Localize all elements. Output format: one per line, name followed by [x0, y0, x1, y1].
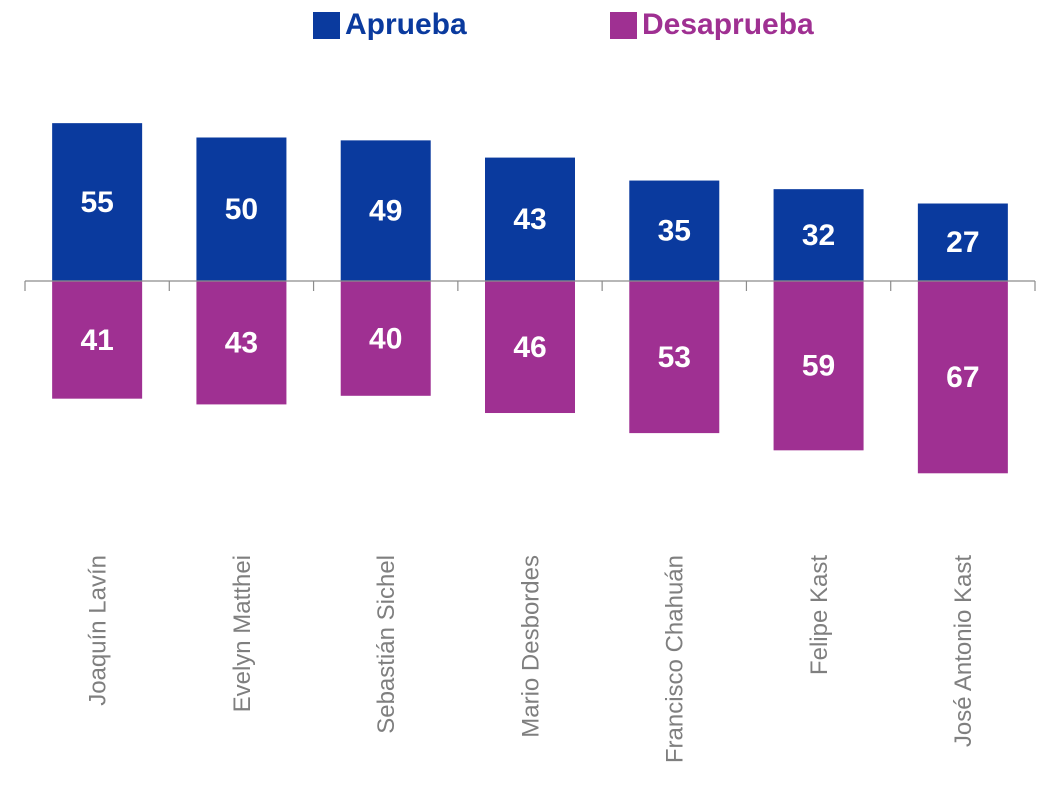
bar: [52, 281, 143, 399]
bar: [340, 140, 431, 281]
x-tick-label: Sebastián Sichel: [373, 555, 400, 734]
value-label: 32: [802, 219, 835, 252]
bar: [773, 189, 864, 281]
x-tick-label: Felipe Kast: [806, 555, 833, 675]
value-label: 67: [946, 361, 979, 394]
x-tick-label: José Antonio Kast: [950, 555, 977, 747]
value-label: 50: [225, 193, 258, 226]
bar: [917, 281, 1008, 474]
value-label: 43: [513, 203, 546, 236]
x-tick-label: Mario Desbordes: [517, 555, 544, 738]
value-label: 41: [80, 324, 113, 357]
value-label: 40: [369, 322, 402, 355]
bar: [340, 281, 431, 396]
bar: [52, 123, 143, 282]
legend-label: Aprueba: [345, 8, 467, 41]
bar: [485, 281, 575, 414]
value-label: 55: [80, 186, 113, 219]
value-label: 46: [513, 331, 546, 364]
legend-label: Desaprueba: [642, 8, 814, 41]
x-tick-label: Joaquín Lavín: [84, 555, 111, 706]
value-label: 49: [369, 195, 402, 228]
bar: [196, 281, 287, 405]
bar: [917, 203, 1008, 281]
legend-swatch: [610, 12, 637, 39]
value-label: 27: [946, 226, 979, 259]
bar: [196, 137, 287, 281]
bar: [773, 281, 864, 451]
value-label: 35: [658, 215, 691, 248]
value-label: 53: [658, 341, 691, 374]
value-label: 59: [802, 350, 835, 383]
x-tick-label: Francisco Chahuán: [662, 555, 689, 763]
bar: [485, 157, 575, 281]
legend-swatch: [313, 12, 340, 39]
bar: [629, 281, 720, 434]
value-label: 43: [225, 327, 258, 360]
x-tick-label: Evelyn Matthei: [229, 555, 256, 712]
bar: [629, 180, 720, 281]
